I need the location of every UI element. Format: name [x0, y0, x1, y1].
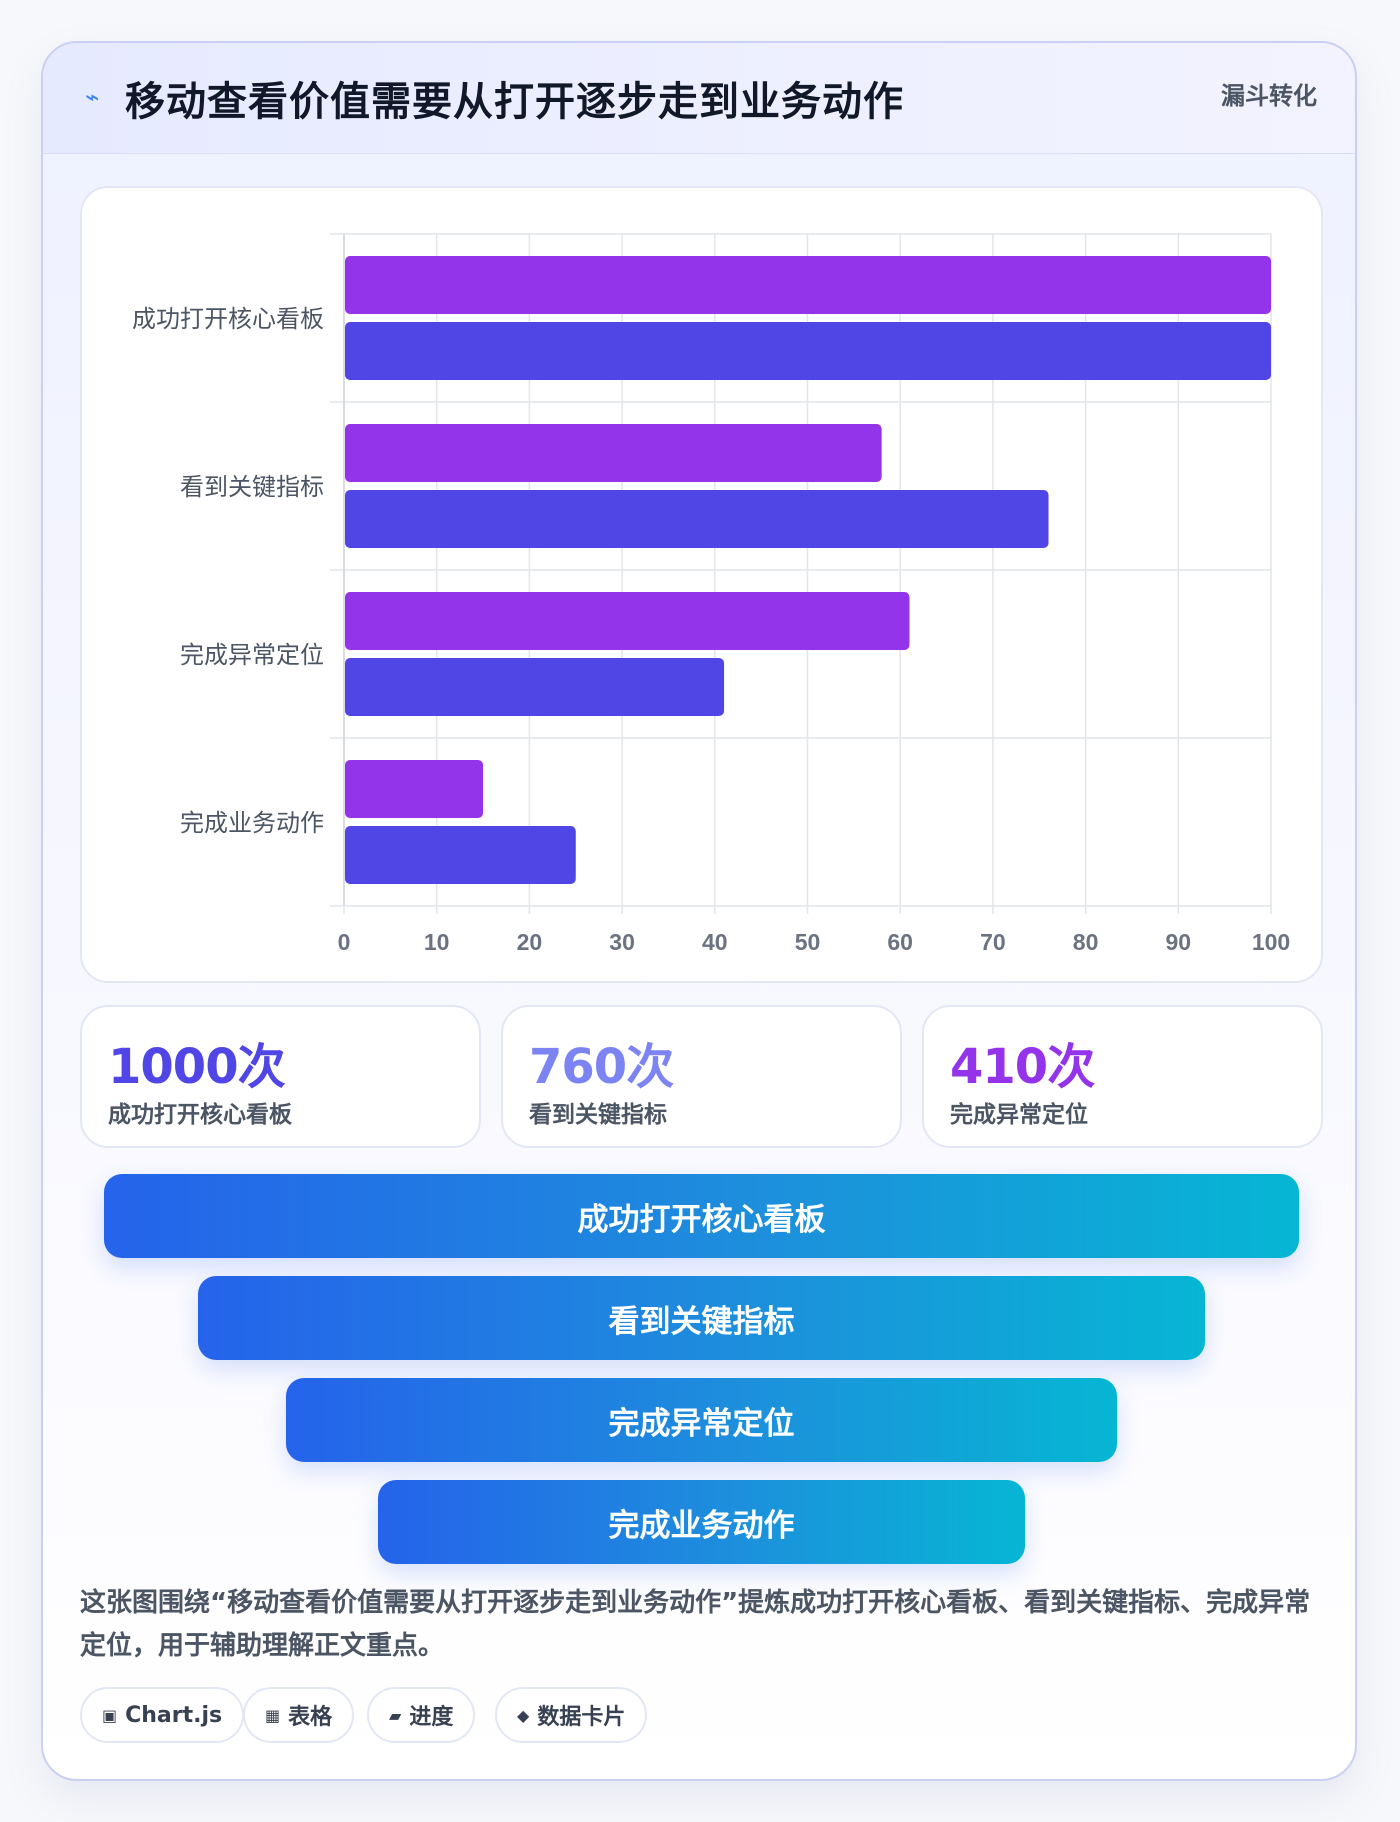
x-tick-label: 50 — [795, 929, 821, 955]
pill-label: 进度 — [409, 1705, 454, 1730]
category-tag: 漏斗转化 — [1221, 82, 1317, 110]
table-icon: ▦ — [265, 1705, 281, 1725]
bar — [345, 256, 1271, 314]
funnel-step-1: 成功打开核心看板 — [104, 1174, 1299, 1258]
funnel-card: ⌁ 移动查看价值需要从打开逐步走到业务动作 漏斗转化 0 10 20 30 40 50 60… — [41, 41, 1357, 1781]
pill-data-card[interactable]: ◆ 数据卡片 — [495, 1687, 648, 1743]
stat-label: 成功打开核心看板 — [108, 1102, 292, 1128]
bar — [345, 592, 910, 650]
y-category-label: 完成业务动作 — [180, 809, 324, 837]
funnel-step-3: 完成异常定位 — [286, 1378, 1117, 1462]
bar — [345, 658, 725, 716]
y-category-label: 成功打开核心看板 — [132, 305, 324, 333]
x-tick-label: 80 — [1073, 929, 1099, 955]
x-tick-label: 40 — [702, 929, 728, 955]
pill-label: 表格 — [288, 1705, 333, 1730]
pill-label: 数据卡片 — [537, 1705, 626, 1730]
stat-value: 1000次 — [108, 1039, 286, 1095]
progress-icon: ▰ — [389, 1705, 402, 1725]
y-category-label: 看到关键指标 — [180, 473, 324, 501]
lightning-icon: ⌁ — [85, 83, 100, 111]
pill-progress[interactable]: ▰ 进度 — [367, 1687, 476, 1743]
bar-chart-panel: 0 10 20 30 40 50 60 70 80 90 100 成功打开核心看板看到关键指标 完成异常… — [80, 186, 1323, 983]
x-tick-label: 60 — [887, 929, 913, 955]
stat-label: 看到关键指标 — [529, 1102, 667, 1128]
bar — [345, 826, 576, 884]
pill-label: Chart.js — [125, 1702, 223, 1728]
stat-value: 410次 — [950, 1039, 1095, 1095]
stat-cards: 1000次 成功打开核心看板 760次 看到关键指标 410次 完成异常定位 — [80, 1005, 1323, 1148]
x-tick-label: 90 — [1166, 929, 1192, 955]
bar-chart: 0 10 20 30 40 50 60 70 80 90 100 成功打开核心看板看到关键指标完成异常… — [132, 233, 1290, 955]
stat-label: 完成异常定位 — [950, 1102, 1088, 1128]
stat-card-opened: 1000次 成功打开核心看板 — [80, 1005, 481, 1148]
bar — [345, 322, 1271, 380]
page-title: 移动查看价值需要从打开逐步走到业务动作 — [125, 79, 904, 125]
x-tick-label: 30 — [609, 929, 635, 955]
stat-card-located: 410次 完成异常定位 — [922, 1005, 1323, 1148]
x-tick-label: 70 — [980, 929, 1006, 955]
bar — [345, 490, 1049, 548]
funnel-step-2: 看到关键指标 — [198, 1276, 1205, 1360]
card-header: ⌁ 移动查看价值需要从打开逐步走到业务动作 漏斗转化 — [43, 43, 1355, 154]
stat-value: 760次 — [529, 1039, 674, 1095]
chart-description: 这张图围绕“移动查看价值需要从打开逐步走到业务动作”提炼成功打开核心看板、看到关… — [80, 1588, 1311, 1661]
stat-card-viewed: 760次 看到关键指标 — [501, 1005, 902, 1148]
x-tick-label: 100 — [1252, 929, 1290, 955]
funnel-step-4: 完成业务动作 — [378, 1480, 1025, 1564]
x-tick-label: 0 — [338, 929, 351, 955]
pill-table[interactable]: ▦ 表格 — [243, 1687, 355, 1743]
pill-chartjs[interactable]: ▣ Chart.js — [80, 1687, 245, 1743]
bar — [345, 760, 484, 818]
bar — [345, 424, 882, 482]
x-tick-label: 20 — [517, 929, 543, 955]
data-card-icon: ◆ — [517, 1705, 530, 1725]
y-category-label: 完成异常定位 — [180, 641, 324, 669]
x-tick-label: 10 — [424, 929, 450, 955]
chart-icon: ▣ — [102, 1705, 118, 1725]
